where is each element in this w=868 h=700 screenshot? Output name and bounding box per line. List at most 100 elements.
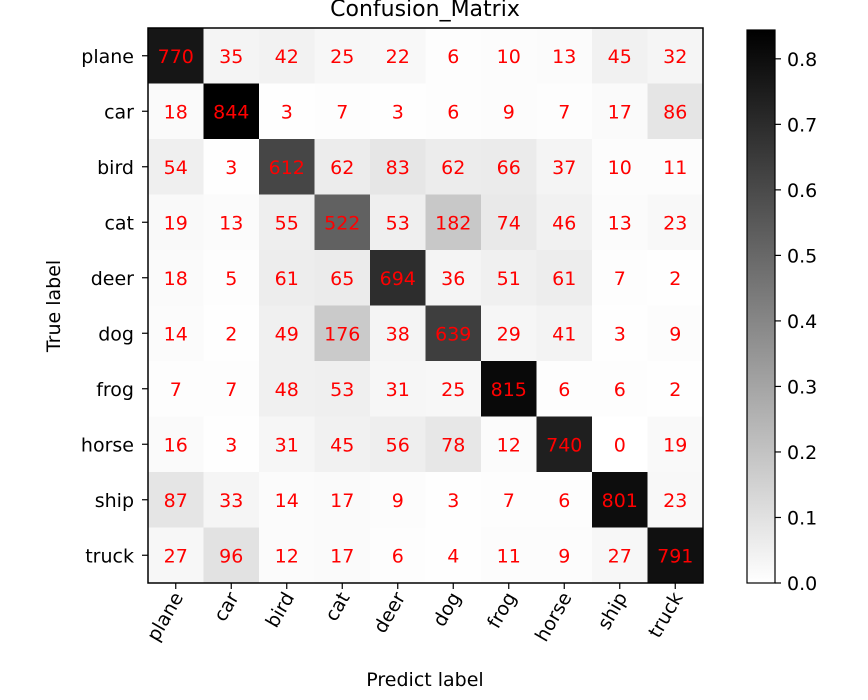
cell-value-label: 9 xyxy=(392,490,404,512)
heatmap-cell xyxy=(425,83,482,140)
y-tick-label: dog xyxy=(98,323,134,345)
heatmap-cell xyxy=(425,472,482,528)
heatmap-cell xyxy=(203,416,260,473)
cell-value-label: 29 xyxy=(497,323,521,345)
heatmap-cell xyxy=(203,527,260,584)
heatmap-cell xyxy=(203,83,260,140)
cell-value-label: 6 xyxy=(558,490,570,512)
cell-value-label: 12 xyxy=(497,434,521,456)
cell-value-label: 791 xyxy=(657,545,693,567)
heatmap-cell xyxy=(148,83,204,140)
cell-value-label: 51 xyxy=(497,268,521,290)
heatmap-cell xyxy=(148,250,204,306)
heatmap-cell xyxy=(370,28,426,84)
cell-value-label: 42 xyxy=(275,46,299,68)
heatmap-cell xyxy=(481,305,537,362)
cell-value-label: 16 xyxy=(164,434,188,456)
heatmap-cell xyxy=(259,472,315,528)
cell-value-label: 801 xyxy=(602,490,638,512)
heatmap-cell xyxy=(647,83,704,140)
cell-value-label: 45 xyxy=(608,46,632,68)
cell-value-label: 55 xyxy=(275,212,299,234)
x-axis-label: Predict label xyxy=(366,669,483,691)
cell-value-label: 19 xyxy=(164,212,188,234)
y-tick-label: frog xyxy=(96,379,134,401)
cell-value-label: 7 xyxy=(503,490,515,512)
heatmap-cell xyxy=(592,416,648,473)
cell-value-label: 62 xyxy=(330,157,354,179)
heatmap-cell xyxy=(536,28,593,84)
cell-value-label: 7 xyxy=(225,379,237,401)
heatmap-cell xyxy=(592,194,648,251)
cell-value-label: 182 xyxy=(435,212,471,234)
cell-value-label: 53 xyxy=(330,379,354,401)
heatmap-cell xyxy=(314,361,371,417)
heatmap-cell xyxy=(314,28,371,84)
plot-frame xyxy=(147,27,704,584)
cell-value-label: 10 xyxy=(608,157,632,179)
heatmap-cell xyxy=(481,527,537,584)
cell-value-label: 14 xyxy=(164,323,188,345)
cell-value-label: 41 xyxy=(552,323,576,345)
cell-value-label: 96 xyxy=(219,545,243,567)
x-tick-label: cat xyxy=(321,589,355,626)
heatmap-cell xyxy=(370,361,426,417)
y-tick-label: bird xyxy=(97,157,134,179)
heatmap-cell xyxy=(425,361,482,417)
cell-value-label: 6 xyxy=(614,379,626,401)
y-tick-label: car xyxy=(104,101,134,123)
heatmap-cell xyxy=(370,416,426,473)
heatmap-cell xyxy=(425,139,482,195)
heatmap-cell xyxy=(592,361,648,417)
heatmap-cell xyxy=(370,194,426,251)
cell-value-label: 23 xyxy=(663,212,687,234)
cell-value-label: 35 xyxy=(219,46,243,68)
cell-value-label: 14 xyxy=(275,490,299,512)
heatmap-cell xyxy=(203,361,260,417)
cell-value-label: 31 xyxy=(275,434,299,456)
x-tick-label: ship xyxy=(593,589,632,634)
heatmap-cell xyxy=(592,250,648,306)
x-tick-label: deer xyxy=(369,588,410,637)
cell-value-label: 48 xyxy=(275,379,299,401)
y-tick-label: truck xyxy=(85,545,134,567)
heatmap-cell xyxy=(481,361,537,417)
heatmap-cell xyxy=(203,194,260,251)
heatmap-cell xyxy=(481,250,537,306)
heatmap-cell xyxy=(314,83,371,140)
heatmap-cell xyxy=(536,527,593,584)
heatmap-cell xyxy=(259,139,315,195)
heatmap-cell xyxy=(148,139,204,195)
cell-value-label: 18 xyxy=(164,101,188,123)
cell-value-label: 61 xyxy=(552,268,576,290)
x-tick-label: truck xyxy=(644,589,687,642)
cell-value-label: 27 xyxy=(164,545,188,567)
heatmap-cell xyxy=(314,416,371,473)
heatmap-cell xyxy=(314,527,371,584)
cell-value-label: 844 xyxy=(213,101,249,123)
cell-value-label: 19 xyxy=(663,434,687,456)
cell-value-label: 770 xyxy=(158,46,194,68)
heatmap-cell xyxy=(647,305,704,362)
heatmap-cell xyxy=(314,472,371,528)
heatmap-cell xyxy=(536,305,593,362)
heatmap-cell xyxy=(259,83,315,140)
cell-value-label: 87 xyxy=(164,490,188,512)
heatmap-cell xyxy=(148,416,204,473)
colorbar-tick-label: 0.1 xyxy=(787,507,817,529)
cell-value-label: 66 xyxy=(497,157,521,179)
cell-value-label: 3 xyxy=(225,157,237,179)
cell-value-label: 27 xyxy=(608,545,632,567)
cell-value-label: 522 xyxy=(324,212,360,234)
cell-value-label: 11 xyxy=(497,545,521,567)
cell-value-label: 74 xyxy=(497,212,521,234)
heatmap-cell xyxy=(425,305,482,362)
y-tick-label: plane xyxy=(81,46,134,68)
heatmap-cell xyxy=(314,194,371,251)
heatmap-cell xyxy=(647,472,704,528)
heatmap-cell xyxy=(259,250,315,306)
heatmap-cell xyxy=(536,361,593,417)
y-tick-label: deer xyxy=(91,268,134,290)
heatmap-cell xyxy=(647,28,704,84)
